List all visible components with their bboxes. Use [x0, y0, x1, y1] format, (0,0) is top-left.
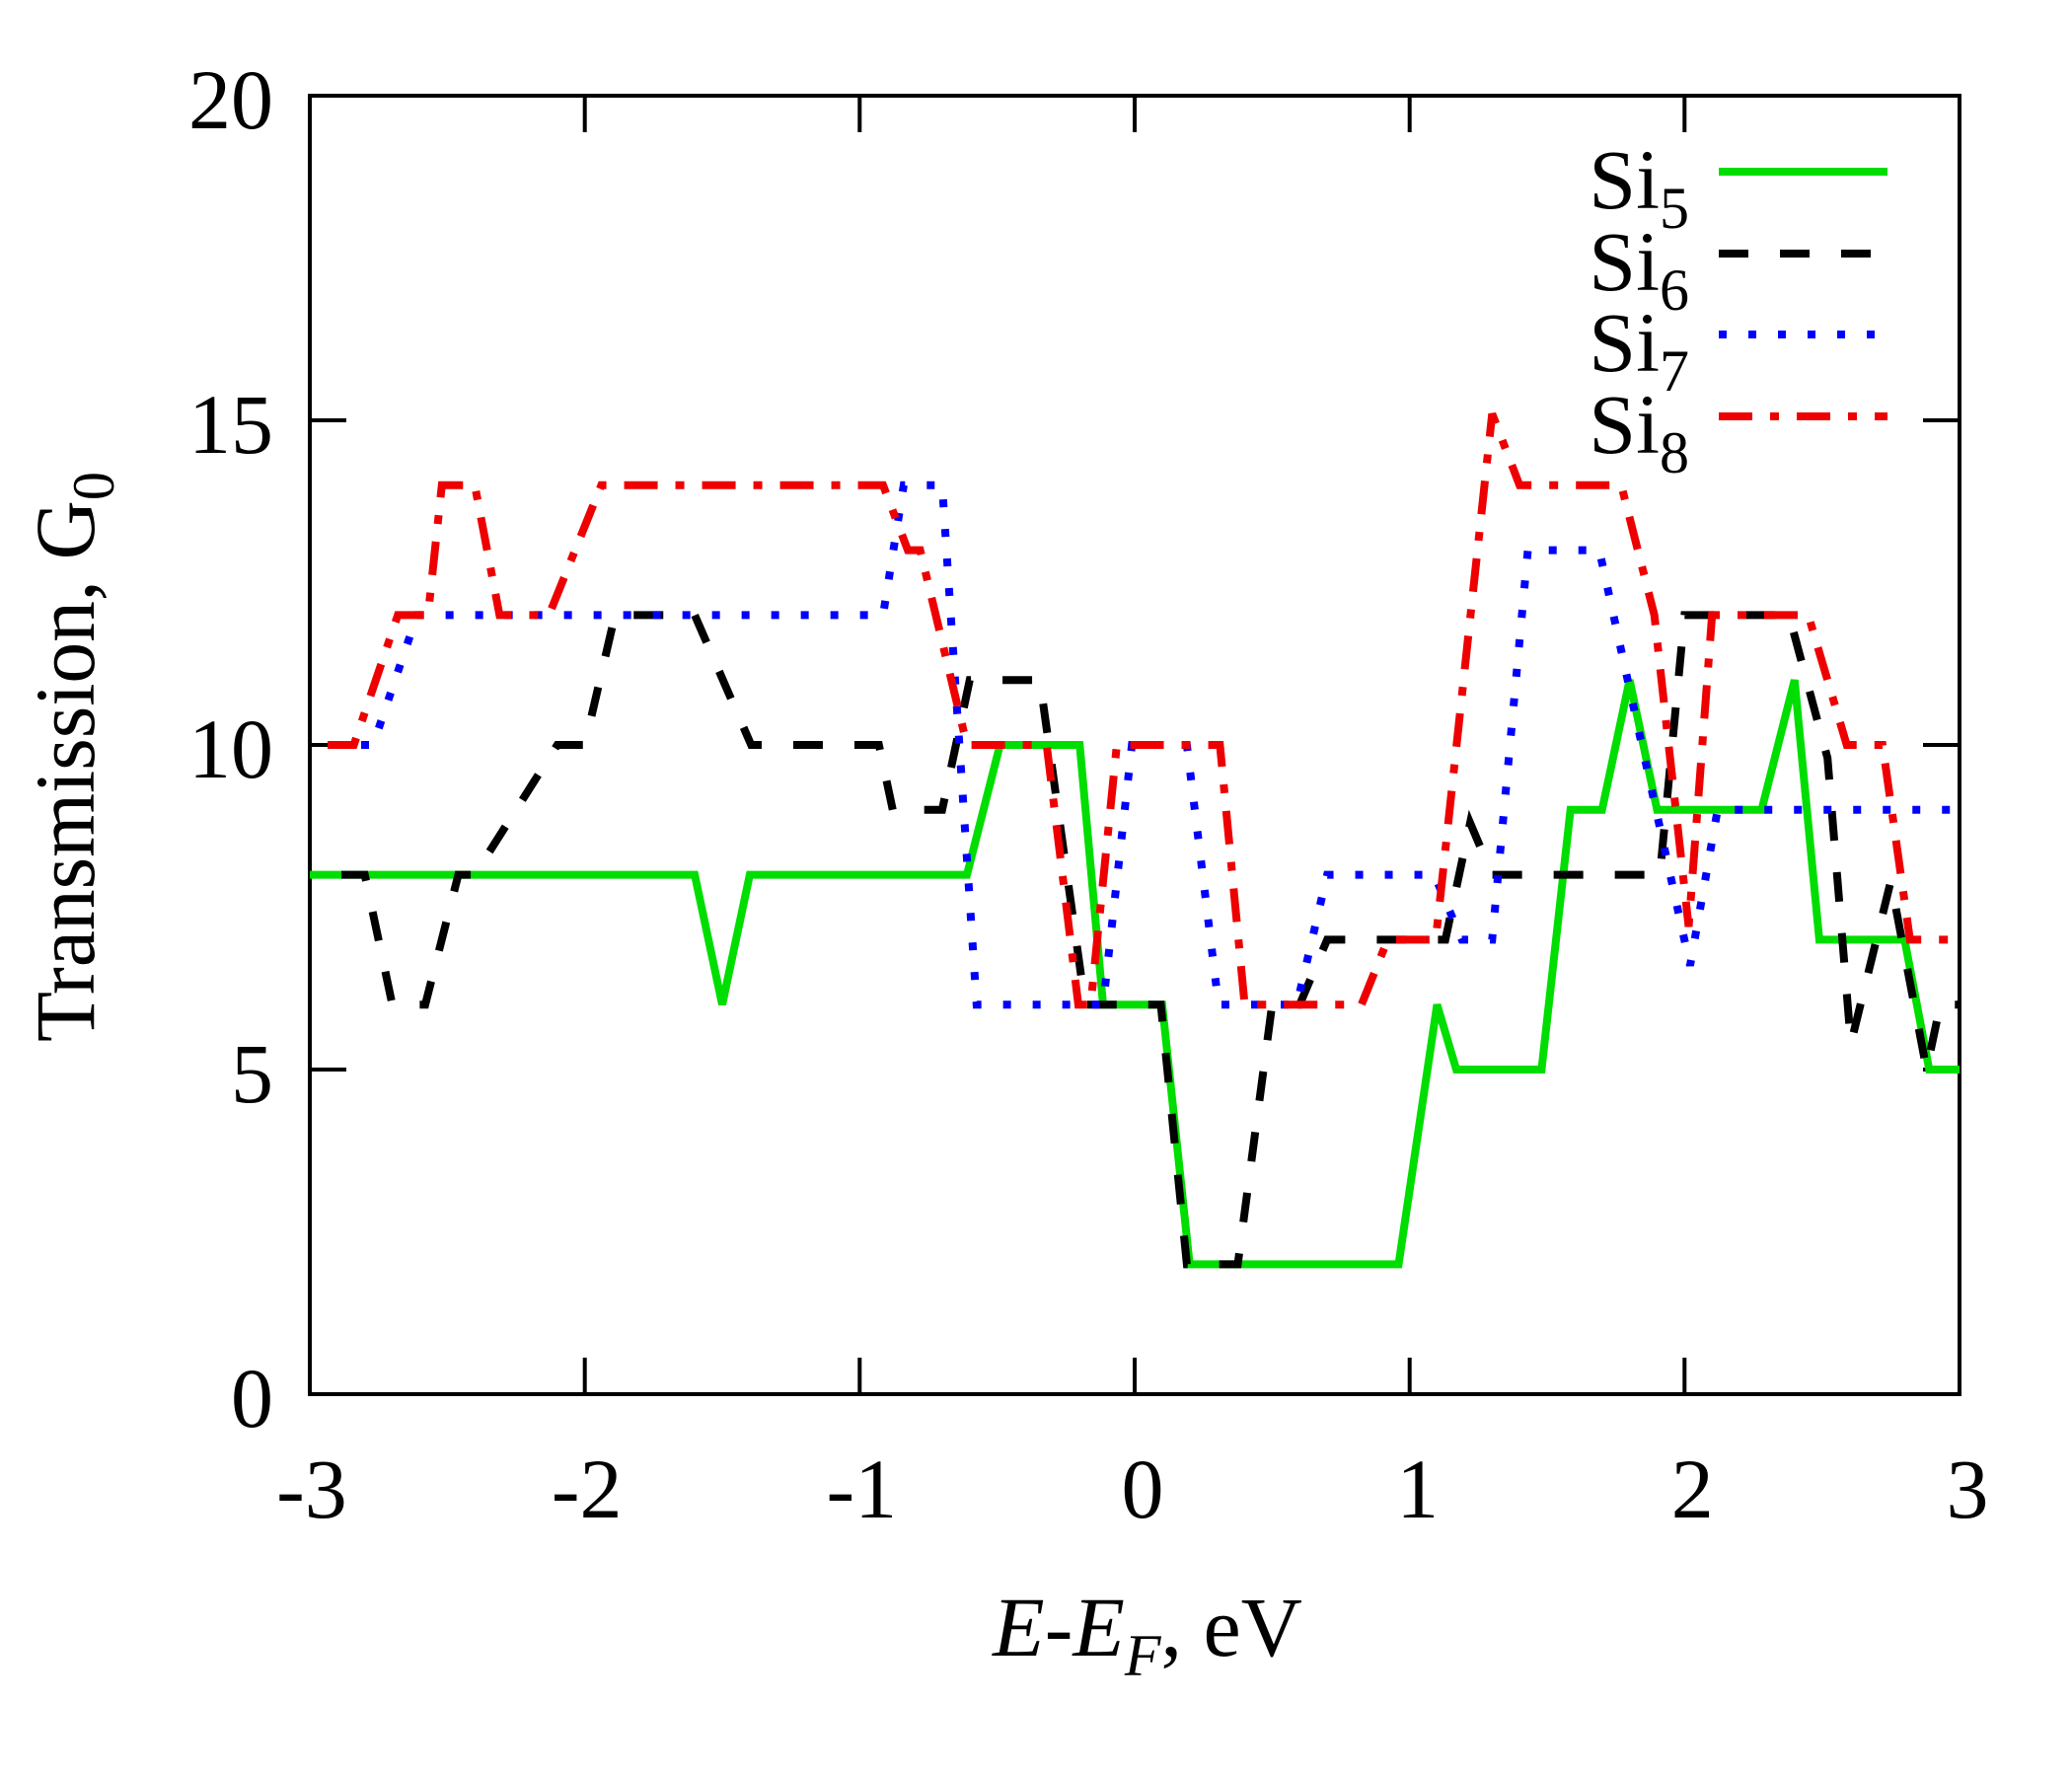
- svg-text:20: 20: [188, 52, 273, 147]
- svg-text:0: 0: [231, 1351, 273, 1445]
- svg-text:15: 15: [188, 377, 273, 472]
- svg-text:-2: -2: [552, 1442, 623, 1536]
- svg-text:E-EF, eV: E-EF, eV: [991, 1580, 1302, 1688]
- svg-text:10: 10: [188, 702, 273, 796]
- svg-text:-1: -1: [826, 1442, 897, 1536]
- svg-text:5: 5: [231, 1026, 273, 1121]
- svg-text:Transmission, G0: Transmission, G0: [18, 472, 126, 1042]
- svg-text:1: 1: [1396, 1442, 1439, 1536]
- svg-text:0: 0: [1122, 1442, 1164, 1536]
- svg-text:2: 2: [1671, 1442, 1714, 1536]
- svg-text:3: 3: [1947, 1442, 1989, 1536]
- svg-text:-3: -3: [276, 1442, 347, 1536]
